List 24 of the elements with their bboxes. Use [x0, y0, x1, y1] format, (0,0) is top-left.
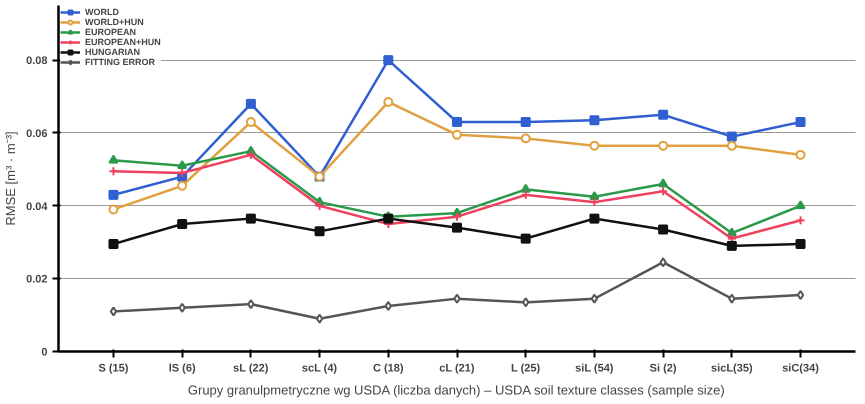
- x-tick-label: sicL(35): [711, 362, 753, 374]
- y-tick-label: 0.06: [26, 128, 48, 140]
- x-axis-title: Grupy granulpmetryczne wg USDA (liczba danych) – USDA soil texture classes (sample size): [188, 382, 725, 398]
- y-tick-label: 0.08: [26, 55, 48, 68]
- x-tick-label: cL (21): [439, 362, 475, 374]
- x-tick-label: siL (54): [575, 362, 614, 374]
- y-tick-label: 0.04: [26, 200, 48, 213]
- x-tick-label: Si (2): [650, 362, 677, 374]
- y-axis-title: RMSE [m³ · m⁻³]: [3, 131, 18, 226]
- y-tick-label: 0.02: [26, 274, 48, 286]
- legend-label: WORLD+HUN: [85, 17, 144, 27]
- x-tick-label: L (25): [511, 362, 541, 374]
- legend-label: WORLD: [85, 7, 119, 17]
- legend-label: EUROPEAN: [85, 27, 136, 37]
- legend-label: HUNGARIAN: [85, 47, 140, 57]
- x-tick-label: lS (6): [168, 362, 196, 374]
- legend-label: FITTING ERROR: [85, 57, 155, 67]
- x-tick-label: C (18): [373, 362, 404, 374]
- y-tick-label: 0: [41, 346, 48, 358]
- x-tick-label: siC(34): [782, 362, 820, 374]
- x-tick-label: S (15): [98, 362, 129, 374]
- x-tick-label: scL (4): [302, 362, 338, 374]
- x-tick-label: sL (22): [233, 362, 269, 374]
- legend-label: EUROPEAN+HUN: [85, 37, 161, 47]
